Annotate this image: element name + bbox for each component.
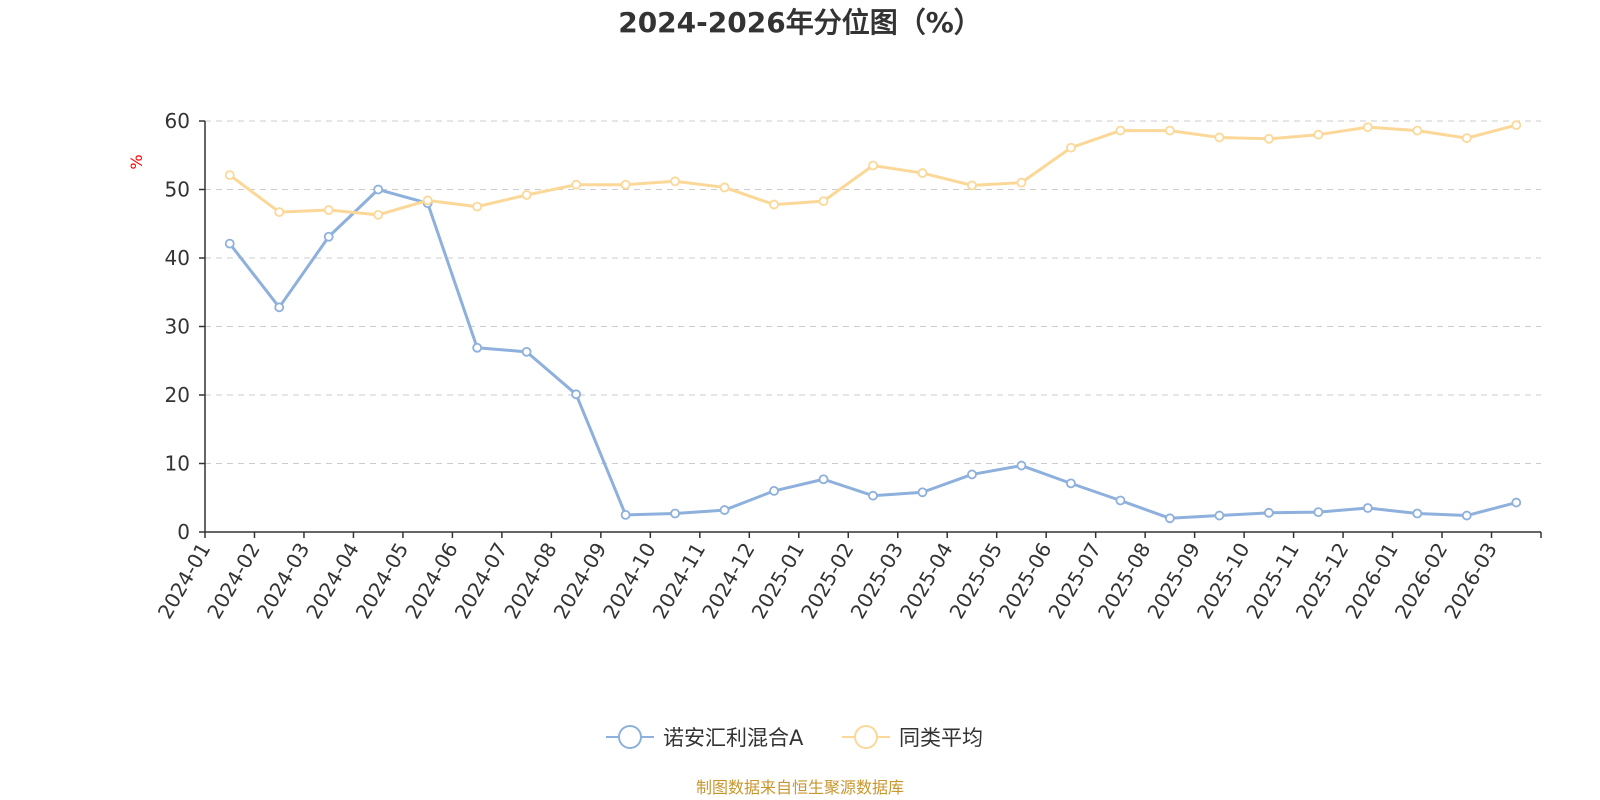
series-lines xyxy=(224,120,1522,524)
series-2-point[interactable] xyxy=(1164,125,1175,136)
series-2-point[interactable] xyxy=(719,182,730,193)
series-1-point[interactable] xyxy=(224,238,235,249)
series-1-point[interactable] xyxy=(1362,503,1373,513)
series-2-point[interactable] xyxy=(868,160,878,171)
series-2-point[interactable] xyxy=(967,180,977,191)
series-1-point[interactable] xyxy=(769,485,779,496)
series-1-point[interactable] xyxy=(472,342,483,353)
series-1-point[interactable] xyxy=(1214,510,1225,521)
series-1-point[interactable] xyxy=(917,487,928,498)
chart-title: 2024-2026年分位图（%） xyxy=(618,6,982,39)
series-2-point[interactable] xyxy=(422,195,433,206)
series-1-point[interactable] xyxy=(719,505,730,515)
series-line-1 xyxy=(228,188,1517,520)
series-1-point[interactable] xyxy=(323,231,334,242)
series-1-point[interactable] xyxy=(670,508,680,519)
series-2-point[interactable] xyxy=(917,168,928,178)
legend[interactable]: 诺安汇利混合A 同类平均 xyxy=(606,725,983,750)
series-1-point[interactable] xyxy=(1164,513,1175,524)
series-2-point[interactable] xyxy=(571,179,582,190)
series-1-point[interactable] xyxy=(571,389,582,400)
y-axis-unit-label: % xyxy=(127,154,146,169)
series-1-point[interactable] xyxy=(1313,507,1324,518)
series-2-point[interactable] xyxy=(521,190,532,200)
series-1-point[interactable] xyxy=(620,509,631,520)
series-1-point[interactable] xyxy=(967,469,977,480)
series-2-point[interactable] xyxy=(1066,142,1076,153)
series-1-point[interactable] xyxy=(373,184,384,195)
y-tick-label-60: 60 xyxy=(165,109,190,133)
series-1-point[interactable] xyxy=(818,474,829,485)
series-2-point[interactable] xyxy=(1412,125,1423,136)
y-tick-label-30: 30 xyxy=(165,315,190,339)
series-2-point[interactable] xyxy=(620,179,631,190)
series-1-point[interactable] xyxy=(1263,507,1274,518)
y-tick-label-10: 10 xyxy=(165,452,190,476)
legend-item-2[interactable]: 同类平均 xyxy=(842,725,983,750)
series-2-point[interactable] xyxy=(224,170,235,181)
series-2-point[interactable] xyxy=(1362,122,1373,133)
legend-circle-icon xyxy=(854,725,878,749)
series-2-point[interactable] xyxy=(472,201,483,212)
y-tick-label-50: 50 xyxy=(165,178,190,202)
y-tick-label-0: 0 xyxy=(177,520,190,544)
series-2-point[interactable] xyxy=(1016,177,1027,188)
legend-circle-icon xyxy=(618,725,642,749)
series-1-point[interactable] xyxy=(1412,508,1423,519)
series-2-point[interactable] xyxy=(1263,133,1274,144)
legend-label: 诺安汇利混合A xyxy=(663,726,804,750)
series-2-point[interactable] xyxy=(1461,133,1472,144)
series-2-point[interactable] xyxy=(323,205,334,215)
series-2-point[interactable] xyxy=(769,199,779,210)
series-1-point[interactable] xyxy=(1016,460,1027,471)
series-2-point[interactable] xyxy=(1214,132,1225,143)
series-2-point[interactable] xyxy=(373,209,384,220)
series-1-point[interactable] xyxy=(1066,478,1076,489)
legend-item-1[interactable]: 诺安汇利混合A xyxy=(606,725,804,750)
series-1-point[interactable] xyxy=(1115,495,1126,506)
series-1-point[interactable] xyxy=(521,346,532,357)
series-1-point[interactable] xyxy=(1511,497,1522,508)
y-tick-label-20: 20 xyxy=(165,383,190,407)
series-2-point[interactable] xyxy=(274,207,285,218)
series-2-point[interactable] xyxy=(818,196,829,207)
grid-lines xyxy=(205,120,1541,464)
source-text: 制图数据来自恒生聚源数据库 xyxy=(696,778,904,797)
series-1-point[interactable] xyxy=(274,302,285,313)
y-tick-label-40: 40 xyxy=(165,246,190,270)
series-1-point[interactable] xyxy=(1461,510,1472,521)
series-1-point[interactable] xyxy=(868,490,878,501)
legend-label: 同类平均 xyxy=(899,726,983,750)
series-2-point[interactable] xyxy=(1115,125,1126,136)
series-2-point[interactable] xyxy=(670,176,680,187)
series-2-point[interactable] xyxy=(1511,120,1522,131)
series-2-point[interactable] xyxy=(1313,129,1324,140)
